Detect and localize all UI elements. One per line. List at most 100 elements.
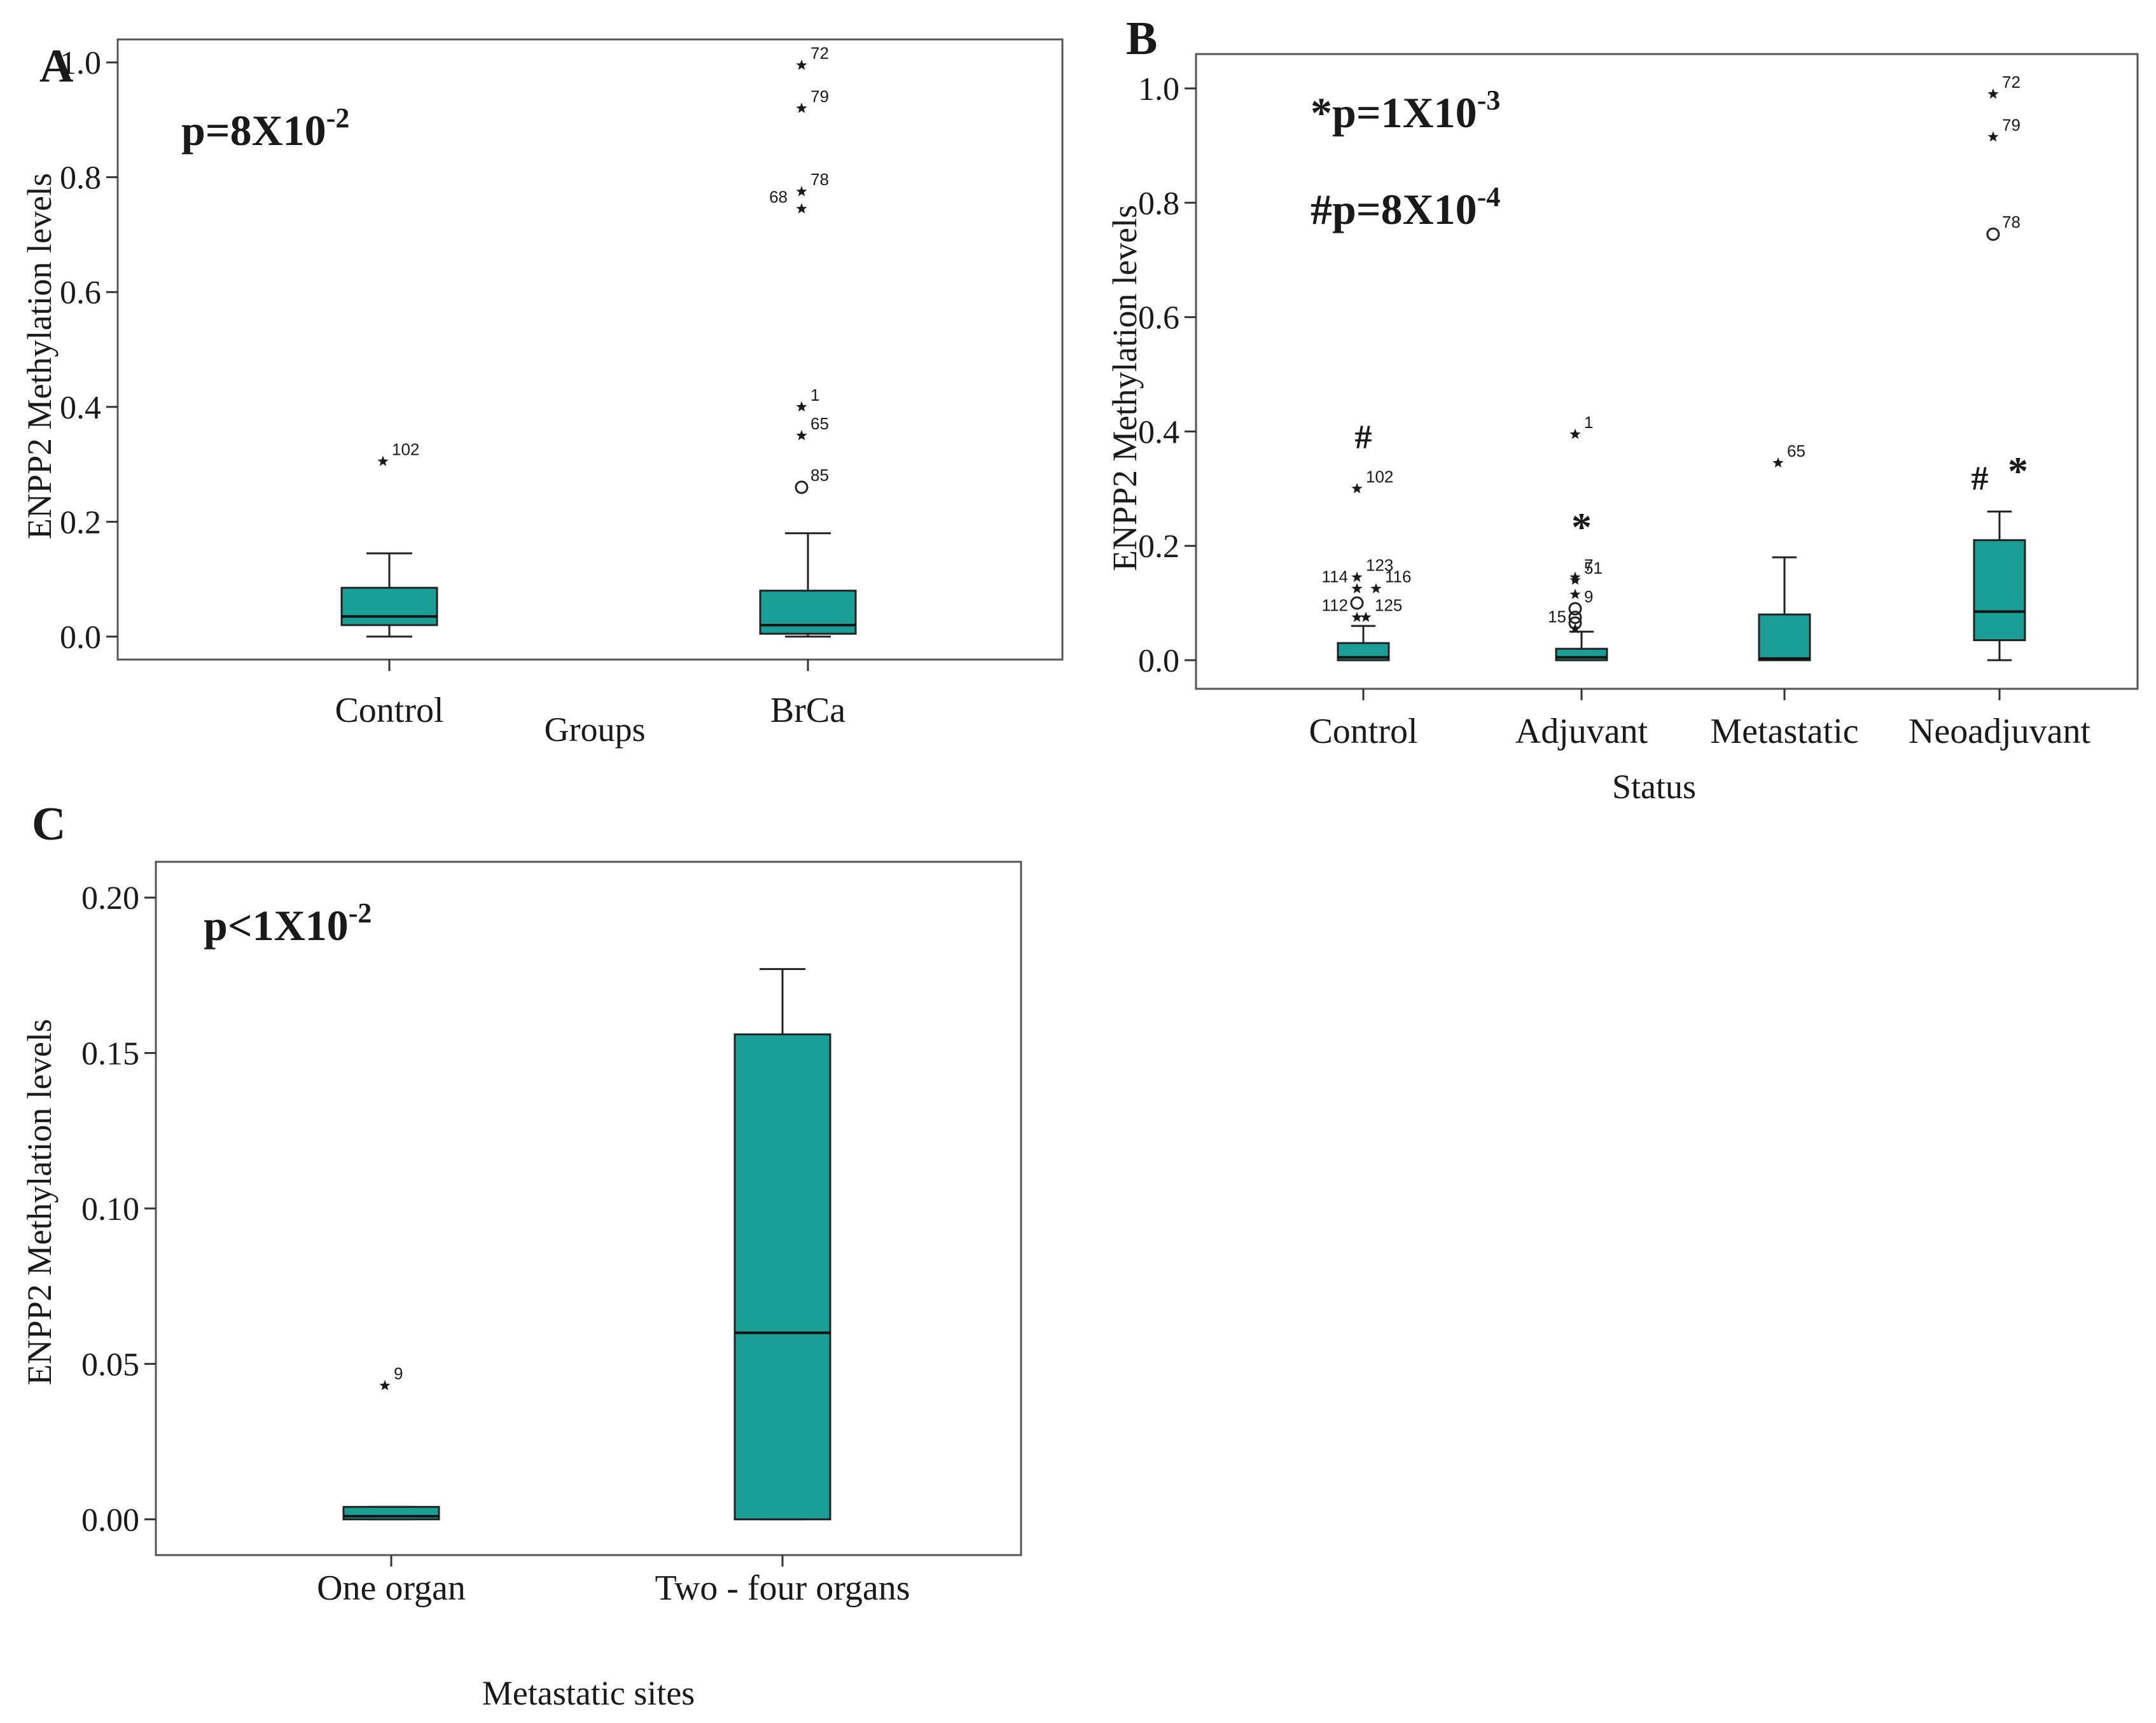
outlier-star [1351, 483, 1363, 494]
x-tick-label: Two - four organs [655, 1568, 910, 1608]
x-tick-label: Metastatic [1710, 712, 1858, 751]
y-tick-label: 1.0 [60, 45, 101, 81]
p-value-annotation: *p=1X10-3 [1311, 85, 1500, 137]
y-tick-label: 0.00 [81, 1502, 139, 1539]
outlier-star [796, 186, 807, 197]
outlier-circle [1568, 602, 1582, 616]
x-axis-label: Metastatic sites [482, 1674, 695, 1712]
panel-b: B 0.0 0.2 0.4 0.6 0.8 1.0 ENPP2 Methylation lev… [1106, 13, 2139, 806]
outlier-star [1360, 611, 1372, 622]
y-tick-label: 0.4 [1138, 414, 1179, 450]
significance-marker: * [1571, 504, 1592, 550]
outlier-star [1569, 574, 1581, 585]
outlier-star [1351, 571, 1363, 582]
outlier-label: 85 [810, 466, 829, 485]
outlier-star [796, 401, 807, 412]
plot-frame [1195, 53, 2139, 690]
y-tick-label: 0.4 [60, 390, 101, 426]
box-neoadjuvant: 72 79 78 [1973, 73, 2026, 661]
box-metastatic: 65 [1758, 441, 1811, 661]
outlier-star [379, 1380, 391, 1390]
outlier-label: 79 [810, 86, 829, 106]
x-tick-label: Control [335, 691, 443, 730]
outlier-label: 79 [2002, 115, 2020, 134]
outlier-star [1772, 457, 1784, 468]
p-value-annotation: p=8X10-2 [181, 102, 349, 155]
y-tick-label: 0.0 [1138, 643, 1179, 679]
x-tick-label: One organ [317, 1568, 466, 1608]
p-value-base: p<1X10 [204, 901, 349, 950]
significance-marker: # [1972, 459, 1989, 497]
panel-a: A 0.0 0.2 0.4 0.6 0.8 1.0 ENPP2 Methylation lev… [20, 38, 1064, 749]
outlier-label: 1 [810, 385, 819, 405]
outlier-star [796, 59, 807, 70]
outlier-label: 102 [392, 440, 419, 459]
x-tick-label: BrCa [770, 691, 845, 730]
box-iqr [759, 590, 857, 635]
outlier-star [1569, 623, 1581, 633]
box-control: 102 [340, 440, 438, 638]
panel-label: A [39, 40, 73, 92]
y-tick-label: 0.2 [1138, 529, 1179, 565]
outlier-label: 102 [1366, 467, 1393, 486]
box-adjuvant: 1 751 9 15 [1548, 413, 1608, 661]
outlier-label: 9 [394, 1364, 403, 1383]
box-iqr [1973, 539, 2026, 642]
outlier-label: 112 [1322, 596, 1348, 615]
box-iqr [1758, 613, 1811, 661]
p-value-base: *p=1X10 [1311, 88, 1477, 137]
outlier-label: 7 [1584, 556, 1593, 575]
y-tick-label: 1.0 [1138, 71, 1179, 107]
panel-label: C [32, 798, 66, 850]
x-tick-label: Control [1309, 712, 1417, 751]
x-tick-label: Adjuvant [1515, 712, 1648, 751]
outlier-label: 15 [1548, 607, 1566, 626]
outlier-star [796, 102, 807, 113]
x-axis-label: Status [1612, 768, 1696, 806]
outlier-star [796, 429, 807, 441]
significance-marker: # [1355, 418, 1372, 456]
outlier-star [377, 455, 389, 466]
outlier-circle [1350, 596, 1364, 610]
outlier-label: 125 [1375, 596, 1402, 615]
outlier-circle [1986, 227, 2000, 241]
y-axis-label: ENPP2 Methylation levels [1106, 205, 1144, 571]
y-tick-label: 0.15 [81, 1036, 139, 1072]
y-tick-label: 0.6 [60, 275, 101, 311]
p-value-exponent: -2 [326, 102, 350, 134]
y-tick-label: 0.05 [81, 1346, 139, 1383]
p-value-annotation: p<1X10-2 [204, 897, 372, 950]
outlier-label: 1 [1584, 413, 1593, 432]
outlier-star [1569, 588, 1581, 599]
outlier-label: 78 [2002, 212, 2020, 232]
outlier-label: 78 [810, 170, 829, 189]
p-value-exponent: -4 [1477, 181, 1501, 212]
significance-marker: * [2008, 448, 2028, 494]
outlier-star [1987, 131, 1999, 142]
x-axis-label: Groups [545, 710, 646, 749]
p-value-base: #p=8X10 [1311, 185, 1477, 233]
y-tick-label: 0.6 [1138, 300, 1179, 336]
outlier-label: 116 [1385, 567, 1411, 586]
outlier-star [1569, 428, 1581, 439]
y-tick-label: 0.8 [60, 160, 101, 197]
outlier-label: 72 [2002, 73, 2020, 92]
plot-frame [116, 38, 1064, 661]
x-tick-label: Neoadjuvant [1909, 712, 2091, 751]
outlier-star [1370, 583, 1382, 593]
outlier-label: 51 [1584, 558, 1603, 578]
box-iqr [340, 586, 438, 626]
outlier-star [1351, 611, 1363, 622]
outlier-label: 9 [1584, 587, 1593, 606]
y-tick-label: 0.10 [81, 1191, 139, 1228]
box-control: 102 123 114 116 112 125 [1322, 467, 1411, 661]
box-two-four-organs [734, 968, 831, 1521]
box-one-organ: 9 [342, 1364, 440, 1521]
y-axis-label: ENPP2 Methylation levels [20, 1019, 59, 1385]
outlier-star [796, 203, 807, 214]
y-axis-label: ENPP2 Methylation levels [20, 173, 59, 539]
panel-c: C 0.00 0.05 0.10 0.15 0.20 ENPP2 Methylation l… [20, 798, 1022, 1712]
box-brca: 72 79 78 68 1 65 85 [759, 44, 857, 638]
y-tick-label: 0.2 [60, 504, 101, 541]
